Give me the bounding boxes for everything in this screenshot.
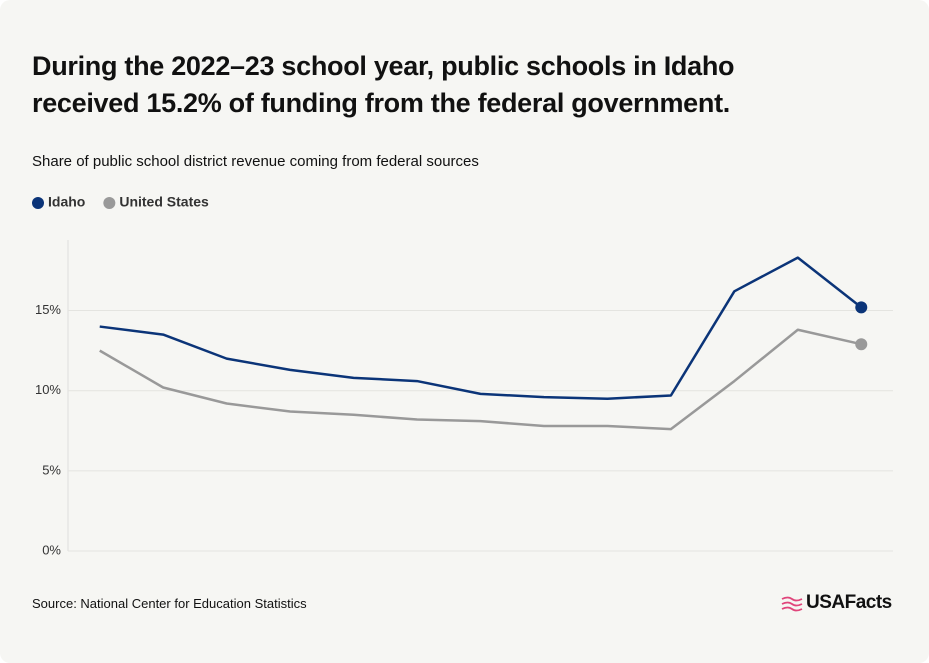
y-tick-label: 15% (35, 302, 61, 317)
brand: USAFacts (806, 592, 892, 613)
logo-icon (781, 596, 803, 612)
legend-marker (103, 197, 116, 209)
line (99, 328, 862, 431)
line (99, 256, 863, 400)
chart-title: During the 2022–23 school year, public s… (32, 51, 735, 118)
y-tick-label: 5% (42, 462, 61, 477)
legend-label: Idaho (48, 194, 85, 210)
y-tick-label: 10% (35, 382, 61, 397)
chart-subtitle: Share of public school district revenue … (32, 153, 479, 170)
source: Source: National Center for Education St… (32, 596, 307, 611)
end-marker (855, 338, 868, 351)
y-tick-label: 0% (42, 542, 61, 557)
legend-label: United States (119, 194, 209, 210)
legend-marker (32, 197, 44, 209)
end-marker (855, 301, 868, 314)
